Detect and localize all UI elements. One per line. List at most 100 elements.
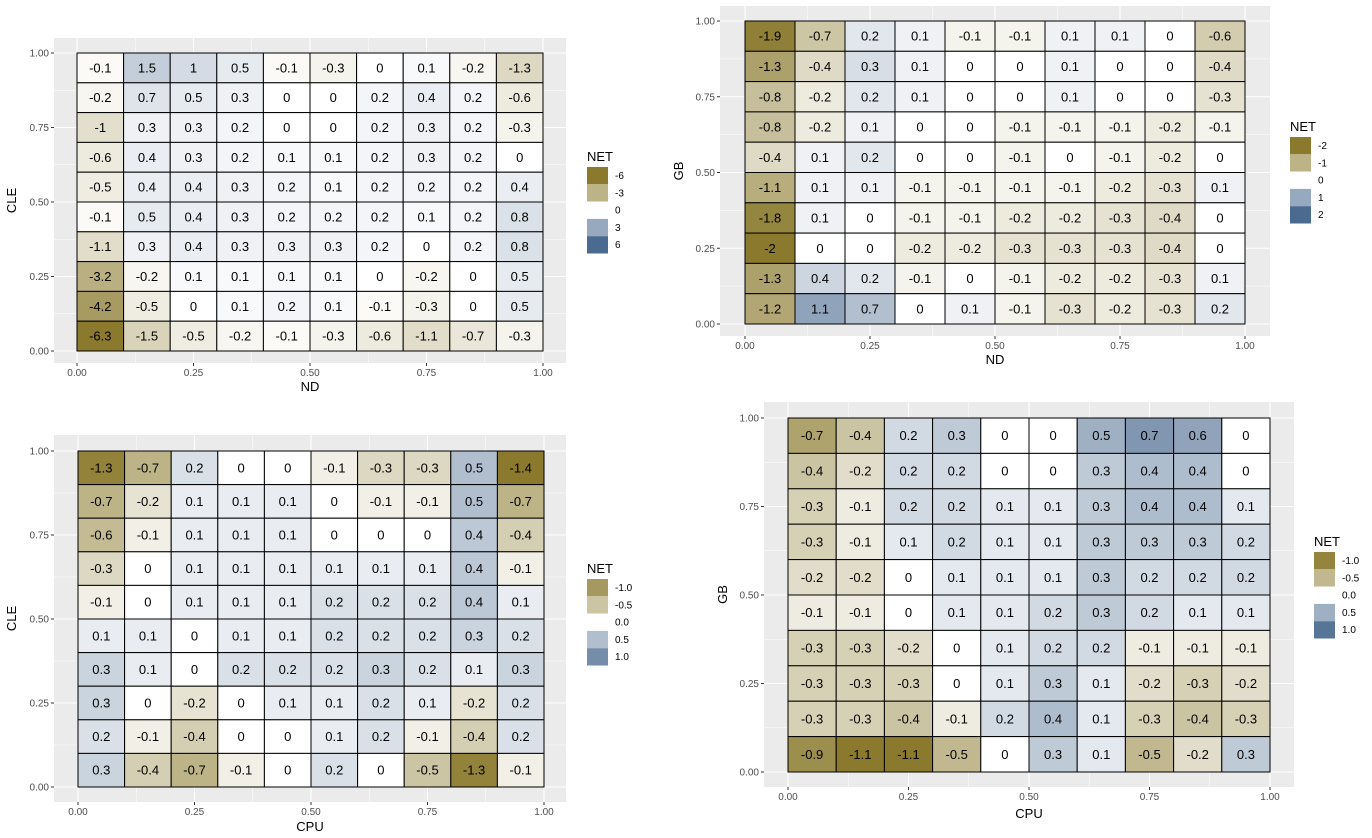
heatmap-cell xyxy=(450,685,498,721)
x-tick-label: 1.00 xyxy=(534,807,554,818)
cell-value-label: 0.4 xyxy=(138,180,156,195)
heatmap-cell xyxy=(994,232,1046,264)
heatmap-cell xyxy=(357,685,405,721)
cell-value-label: -0.6 xyxy=(90,528,112,543)
heatmap-cell xyxy=(76,82,125,114)
legend: NET-1.0 -0.5 0.0 0.5 1.0 xyxy=(1314,534,1360,639)
heatmap-cell xyxy=(170,450,219,486)
cell-value-label: -0.1 xyxy=(1009,271,1031,286)
heatmap-cell xyxy=(980,452,1030,490)
heatmap-cell xyxy=(216,52,264,84)
cell-value-label: -0.1 xyxy=(89,209,111,224)
cell-value-label: -0.5 xyxy=(1138,747,1160,762)
cell-value-label: -0.3 xyxy=(801,676,823,691)
cell-value-label: 0.1 xyxy=(324,180,342,195)
cell-value-label: -0.3 xyxy=(801,641,823,656)
cell-value-label: 0.2 xyxy=(372,696,390,711)
heatmap-cell xyxy=(449,112,497,143)
cell-value-label: 0 xyxy=(905,570,912,585)
x-axis-label: CPU xyxy=(1015,806,1042,821)
cell-value-label: 0.2 xyxy=(1044,605,1062,620)
cell-value-label: 0.1 xyxy=(811,210,829,225)
cell-value-label: 0 xyxy=(1216,150,1223,165)
cell-value-label: -0.1 xyxy=(945,711,967,726)
cell-value-label: -1.1 xyxy=(759,180,781,195)
cell-value-label: -0.3 xyxy=(1109,241,1131,256)
cell-value-label: -0.2 xyxy=(809,89,831,104)
cell-value-label: 0 xyxy=(916,150,923,165)
cell-value-label: 0 xyxy=(330,90,337,105)
cell-value-label: 0.5 xyxy=(138,209,156,224)
cell-value-label: 0 xyxy=(1016,89,1023,104)
cell-value-label: 0 xyxy=(1001,464,1008,479)
x-tick-label: 0.00 xyxy=(68,807,88,818)
cell-value-label: -0.3 xyxy=(322,329,344,344)
cell-value-label: -0.3 xyxy=(897,676,919,691)
cell-value-label: 0.2 xyxy=(1211,301,1229,316)
cell-value-label: -0.1 xyxy=(909,271,931,286)
cell-value-label: -0.1 xyxy=(1235,641,1257,656)
cell-value-label: 0 xyxy=(1166,29,1173,44)
cell-value-label: -0.2 xyxy=(462,60,484,75)
heatmap-cell xyxy=(883,452,934,490)
cell-value-label: 0.2 xyxy=(185,460,203,475)
cell-value-label: 0.5 xyxy=(465,494,483,509)
cell-value-label: 0.2 xyxy=(861,29,879,44)
cell-value-label: 0.3 xyxy=(512,662,530,677)
cell-value-label: -0.5 xyxy=(136,299,158,314)
heatmap-cell xyxy=(844,111,896,143)
heatmap-cell xyxy=(263,685,312,721)
cell-value-label: 0 xyxy=(916,120,923,135)
heatmap-cell xyxy=(77,752,126,788)
cell-value-label: -0.3 xyxy=(415,299,437,314)
cell-value-label: 0.2 xyxy=(418,662,436,677)
cell-value-label: 0.4 xyxy=(465,528,483,543)
cell-value-label: 0.2 xyxy=(1237,534,1255,549)
cell-value-label: 0.1 xyxy=(185,595,203,610)
heatmap-cell xyxy=(216,261,264,292)
heatmap-cell xyxy=(495,112,544,143)
heatmap-cell xyxy=(1094,293,1146,325)
heatmap-cell xyxy=(496,652,545,687)
cell-value-label: -0.2 xyxy=(959,241,981,256)
x-tick-label: 0.50 xyxy=(1019,792,1039,803)
cell-value-label: 0.4 xyxy=(1189,464,1207,479)
cell-value-label: -4.2 xyxy=(89,299,111,314)
heatmap-cell xyxy=(169,112,218,143)
cell-value-label: 0 xyxy=(905,605,912,620)
heatmap-cell xyxy=(835,488,885,525)
legend-label: 0.5 xyxy=(1342,608,1356,619)
cell-value-label: 0.1 xyxy=(1189,605,1207,620)
heatmap-cell xyxy=(1124,488,1175,525)
cell-value-label: -0.8 xyxy=(759,120,781,135)
cell-value-label: -0.3 xyxy=(322,60,344,75)
heatmap-cell xyxy=(309,141,358,173)
heatmap-cell xyxy=(216,290,264,322)
heatmap-cell xyxy=(449,201,497,233)
cell-value-label: -0.3 xyxy=(849,641,871,656)
heatmap-cell xyxy=(495,141,544,173)
cell-value-label: -0.2 xyxy=(1109,301,1131,316)
cell-value-label: 0 xyxy=(1166,59,1173,74)
cell-value-label: 0.2 xyxy=(512,729,530,744)
cell-value-label: 0.1 xyxy=(1061,59,1079,74)
heatmap-cell xyxy=(77,584,126,620)
heatmap-cell xyxy=(124,551,172,586)
heatmap-cell xyxy=(744,202,796,234)
cell-value-label: -0.5 xyxy=(945,747,967,762)
heatmap-cell xyxy=(787,417,837,454)
y-tick-label: 0.75 xyxy=(30,123,50,134)
cell-value-label: 0.1 xyxy=(417,209,435,224)
heatmap-cell xyxy=(1028,665,1078,702)
legend-swatch xyxy=(587,236,608,254)
cell-value-label: 0.4 xyxy=(1044,711,1062,726)
heatmap-cell xyxy=(123,82,171,114)
cell-value-label: 0.7 xyxy=(861,301,879,316)
heatmap-cell xyxy=(402,52,451,84)
cell-value-label: -1.3 xyxy=(759,271,781,286)
cell-value-label: -0.2 xyxy=(909,241,931,256)
cell-value-label: -0.1 xyxy=(230,763,252,778)
cell-value-label: -1.3 xyxy=(508,60,530,75)
heatmap-cell xyxy=(787,594,837,631)
cell-value-label: -0.4 xyxy=(183,729,205,744)
